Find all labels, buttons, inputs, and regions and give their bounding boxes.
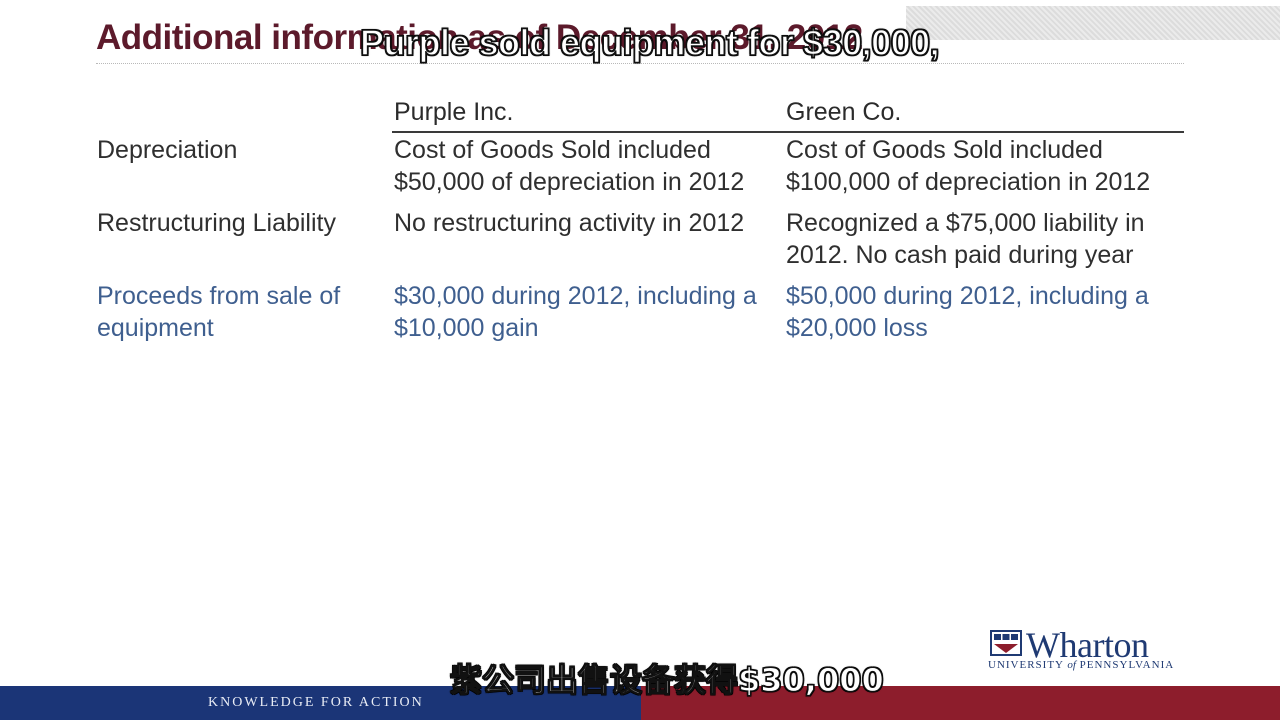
cell-green-proceeds-line2: $20,000 loss (786, 314, 928, 342)
row-label-restructuring: Restructuring Liability (97, 209, 336, 237)
cell-green-restructuring-line1: Recognized a $75,000 liability in (786, 209, 1145, 237)
footer-tagline: KNOWLEDGE FOR ACTION (208, 695, 424, 710)
footer-bar-red (641, 686, 1280, 720)
logo-sub-of: of (1067, 659, 1076, 671)
footer-bar-blue (0, 686, 641, 720)
logo-sub-left: UNIVERSITY (988, 659, 1068, 671)
cell-green-restructuring-line2: 2012. No cash paid during year (786, 241, 1134, 269)
column-header-purple: Purple Inc. (394, 98, 514, 126)
corner-overlay-box (906, 6, 1280, 40)
cell-purple-proceeds-line1: $30,000 during 2012, including a (394, 282, 757, 310)
subtitle-overlay-top: Purple sold equipment for $30,000, (359, 21, 940, 64)
logo-sub-right: PENNSYLVANIA (1075, 659, 1175, 671)
slide-title: Additional information as of December 31… (96, 18, 863, 57)
cell-purple-proceeds-line2: $10,000 gain (394, 314, 539, 342)
row-label-proceeds-line2: equipment (97, 314, 214, 342)
logo-subtitle: UNIVERSITY of PENNSYLVANIA (988, 659, 1174, 671)
logo-wordmark: Wharton (1026, 625, 1149, 665)
cell-green-depreciation-line2: $100,000 of depreciation in 2012 (786, 168, 1151, 196)
title-divider (96, 63, 1184, 64)
row-label-proceeds-line1: Proceeds from sale of (97, 282, 341, 310)
wharton-shield-icon (990, 630, 1022, 656)
cell-green-proceeds-line1: $50,000 during 2012, including a (786, 282, 1149, 310)
cell-purple-depreciation-line2: $50,000 of depreciation in 2012 (394, 168, 745, 196)
wharton-logo: Wharton UNIVERSITY of PENNSYLVANIA (988, 625, 1193, 672)
column-header-green: Green Co. (786, 98, 902, 126)
header-divider (392, 131, 1184, 133)
subtitle-overlay-bottom: 紫公司出售设备获得$30,000 (449, 660, 884, 699)
cell-purple-depreciation-line1: Cost of Goods Sold included (394, 136, 711, 164)
row-label-depreciation: Depreciation (97, 136, 238, 164)
cell-purple-restructuring-line1: No restructuring activity in 2012 (394, 209, 745, 237)
cell-green-depreciation-line1: Cost of Goods Sold included (786, 136, 1103, 164)
